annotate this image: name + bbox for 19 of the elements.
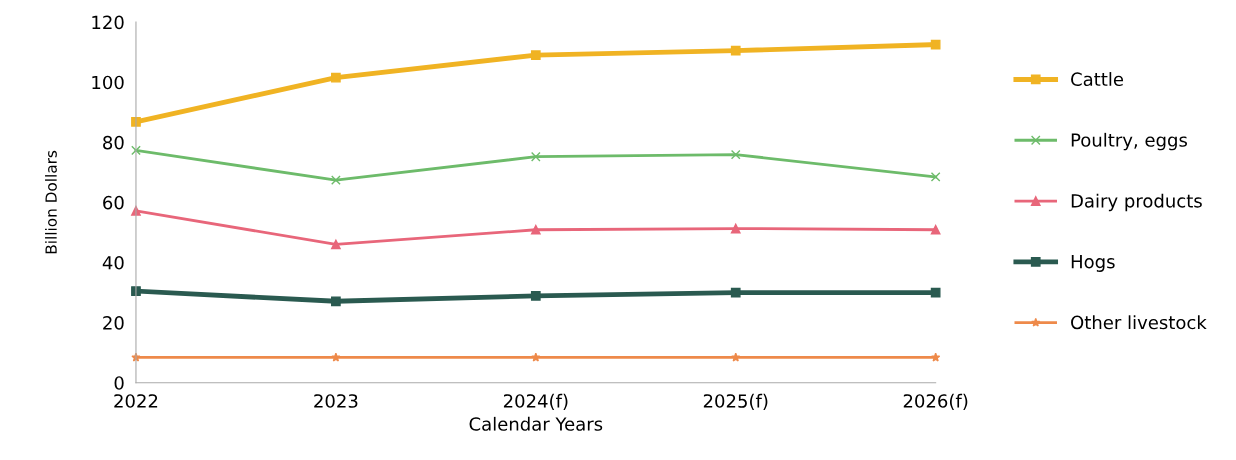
y-axis-title: Billion Dollars (45, 150, 57, 254)
y-tick-label: 20 (103, 316, 124, 330)
y-tick-label: 80 (103, 135, 124, 150)
y-tick-label: 120 (92, 15, 124, 30)
legend-label: Dairy products (1071, 193, 1202, 212)
legend-label: Hogs (1071, 255, 1115, 272)
x-axis-title: Calendar Years (469, 416, 603, 431)
legend-label: Poultry, eggs (1071, 132, 1188, 151)
y-tick-label: 40 (102, 255, 124, 270)
x-tick-label: 2023 (314, 394, 358, 408)
x-tick-label: 2026(f) (903, 393, 968, 410)
y-tick-label: 60 (103, 195, 124, 210)
x-tick-label: 2022 (114, 394, 158, 408)
x-tick-label: 2024(f) (503, 393, 568, 410)
x-tick-label: 2025(f) (703, 393, 768, 410)
legend-label: Cattle (1071, 72, 1124, 87)
y-tick-label: 100 (92, 75, 124, 90)
legend-label: Other livestock (1071, 315, 1207, 330)
y-tick-label: 0 (114, 376, 124, 390)
